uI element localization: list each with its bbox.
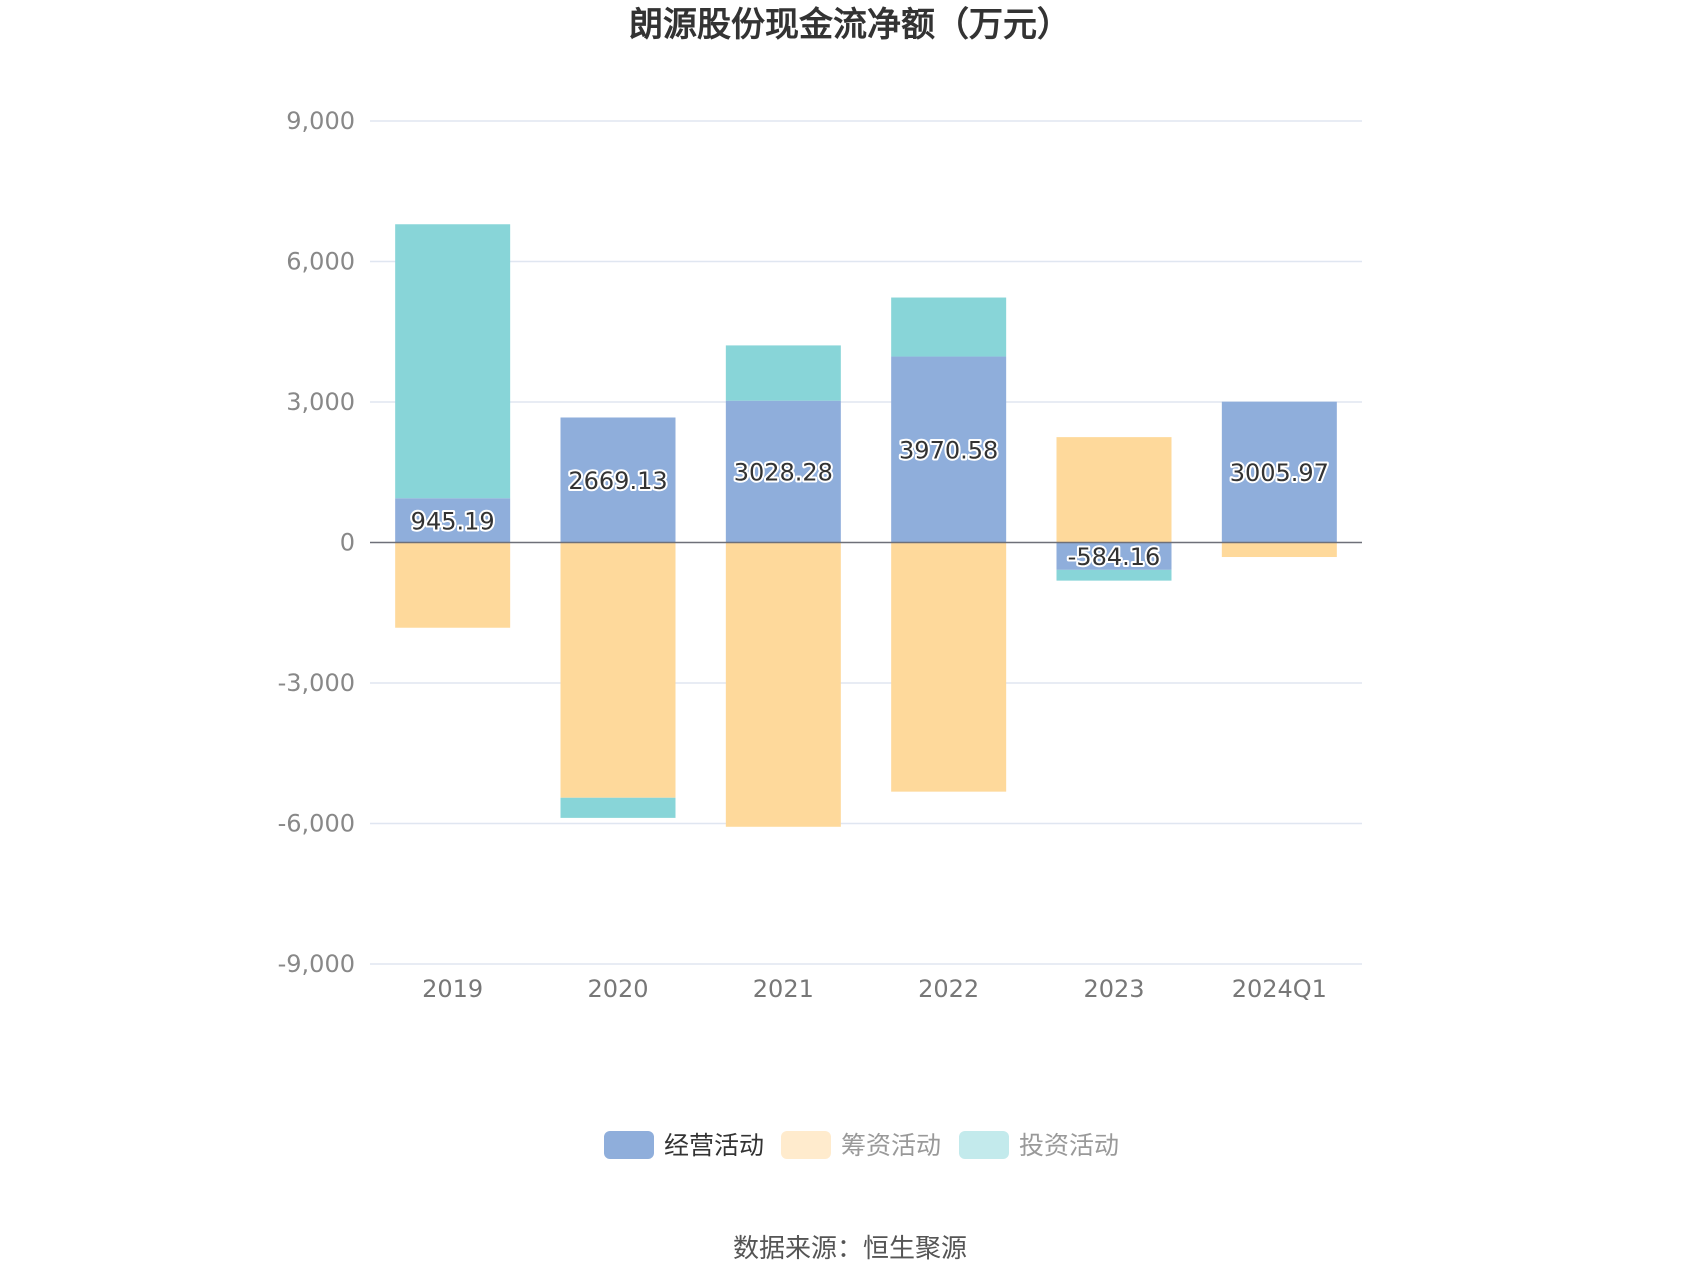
- legend-item[interactable]: 投资活动: [959, 1131, 1119, 1160]
- x-category-label: 2020: [587, 975, 648, 1003]
- legend-label: 经营活动: [664, 1131, 764, 1160]
- bar-segment[interactable]: [891, 356, 1007, 543]
- bar-segment[interactable]: [725, 345, 841, 401]
- legend-item[interactable]: 筹资活动: [781, 1131, 941, 1160]
- y-tick-label: 6,000: [286, 248, 355, 276]
- legend-label: 投资活动: [1019, 1131, 1119, 1160]
- x-category-label: 2019: [422, 975, 483, 1003]
- bar-segment[interactable]: [725, 400, 841, 543]
- bar-segment[interactable]: [891, 542, 1007, 792]
- legend-item[interactable]: 经营活动: [604, 1131, 764, 1160]
- data-label: 945.19: [411, 507, 495, 535]
- bar-segment[interactable]: [395, 542, 511, 628]
- bar-segment[interactable]: [725, 542, 841, 827]
- x-category-label: 2022: [918, 975, 979, 1003]
- chart-title: 朗源股份现金流净额（万元）: [629, 5, 1071, 45]
- legend-swatch: [959, 1131, 1009, 1159]
- x-category-label: 2021: [753, 975, 814, 1003]
- bar-segment[interactable]: [1221, 542, 1337, 558]
- data-source-note: 数据来源：恒生聚源: [733, 1234, 967, 1264]
- data-label: -584.16: [1068, 543, 1161, 571]
- bar-segment[interactable]: [1056, 569, 1172, 581]
- bar-segment[interactable]: [395, 498, 511, 543]
- y-tick-label: -9,000: [278, 950, 355, 978]
- bar-segment[interactable]: [1221, 401, 1337, 543]
- x-category-label: 2023: [1083, 975, 1144, 1003]
- y-tick-label: 9,000: [286, 107, 355, 135]
- x-category-label: 2024Q1: [1232, 975, 1327, 1003]
- data-label: 2669.13: [568, 467, 667, 495]
- bar-segment[interactable]: [560, 542, 676, 798]
- bar-segment[interactable]: [395, 224, 511, 499]
- bar-segment[interactable]: [560, 417, 676, 543]
- y-tick-label: -6,000: [278, 810, 355, 838]
- y-tick-label: 0: [340, 529, 355, 557]
- y-tick-label: 3,000: [286, 388, 355, 416]
- legend-label: 筹资活动: [841, 1131, 941, 1160]
- bar-segment[interactable]: [1056, 437, 1172, 543]
- data-label: 3005.97: [1230, 459, 1329, 487]
- data-label: 3970.58: [899, 437, 998, 465]
- legend-swatch: [604, 1131, 654, 1159]
- bar-segment[interactable]: [560, 797, 676, 818]
- data-label: 3028.28: [734, 459, 833, 487]
- bar-segment[interactable]: [891, 297, 1007, 357]
- y-tick-label: -3,000: [278, 669, 355, 697]
- legend-swatch: [781, 1131, 831, 1159]
- bar-segment[interactable]: [1056, 542, 1172, 570]
